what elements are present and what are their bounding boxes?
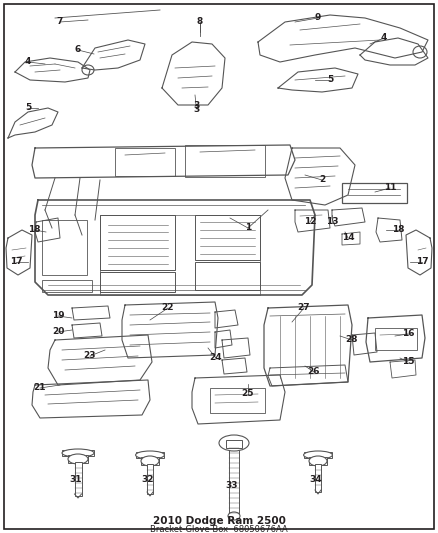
Text: 28: 28 [346,335,358,344]
Bar [100,215,175,270]
Bar [229,440,239,518]
Text: 3: 3 [193,101,199,109]
Text: 18: 18 [392,225,404,235]
Text: 34: 34 [310,475,322,484]
Bar [141,457,159,465]
Text: 27: 27 [298,303,310,312]
Text: 13: 13 [326,217,338,227]
Ellipse shape [228,512,240,520]
Text: Bracket-Glove Box  68050676AA: Bracket-Glove Box 68050676AA [150,524,288,533]
Text: 23: 23 [84,351,96,360]
Text: 18: 18 [28,225,40,235]
Text: 24: 24 [210,353,223,362]
Bar [115,148,175,176]
Text: 4: 4 [381,34,387,43]
Text: 3: 3 [193,106,199,115]
Ellipse shape [304,451,332,459]
Text: 31: 31 [70,475,82,484]
Ellipse shape [141,456,159,466]
Bar [74,462,81,496]
Text: 1: 1 [245,223,251,232]
Bar [210,388,265,413]
Text: 5: 5 [327,76,333,85]
Text: 8: 8 [197,18,203,27]
Bar [195,215,260,260]
Bar [147,464,153,494]
Bar [42,280,92,292]
Bar [68,455,88,463]
Text: 4: 4 [25,58,31,67]
Text: 5: 5 [25,103,31,112]
Text: 2: 2 [319,175,325,184]
Text: 25: 25 [242,390,254,399]
Text: 17: 17 [10,257,22,266]
Ellipse shape [219,435,249,451]
Bar [226,440,242,448]
Bar [304,452,332,458]
Text: 22: 22 [162,303,174,312]
Text: 11: 11 [384,183,396,192]
Bar [100,272,175,292]
Text: 2010 Dodge Ram 2500: 2010 Dodge Ram 2500 [152,516,286,526]
Text: 16: 16 [402,329,414,338]
Ellipse shape [309,456,327,466]
Text: 7: 7 [57,18,63,27]
Bar [136,452,164,458]
Text: 19: 19 [52,311,64,320]
Bar [342,183,407,203]
Text: 20: 20 [52,327,64,336]
Bar [62,450,94,456]
Text: 26: 26 [308,367,320,376]
Text: 14: 14 [342,233,354,243]
Bar [185,145,265,177]
Ellipse shape [62,449,94,457]
Text: 9: 9 [315,13,321,22]
Text: 15: 15 [402,358,414,367]
Text: 32: 32 [142,475,154,484]
Ellipse shape [136,451,164,459]
Ellipse shape [68,454,88,464]
Text: 21: 21 [34,384,46,392]
Text: 17: 17 [416,257,428,266]
Bar [315,464,321,492]
Bar [375,328,417,350]
Text: 6: 6 [75,45,81,54]
Bar [100,215,260,295]
Bar [195,262,260,290]
Text: 33: 33 [226,481,238,490]
Bar [42,220,87,275]
Text: 12: 12 [304,217,316,227]
Bar [309,457,327,465]
